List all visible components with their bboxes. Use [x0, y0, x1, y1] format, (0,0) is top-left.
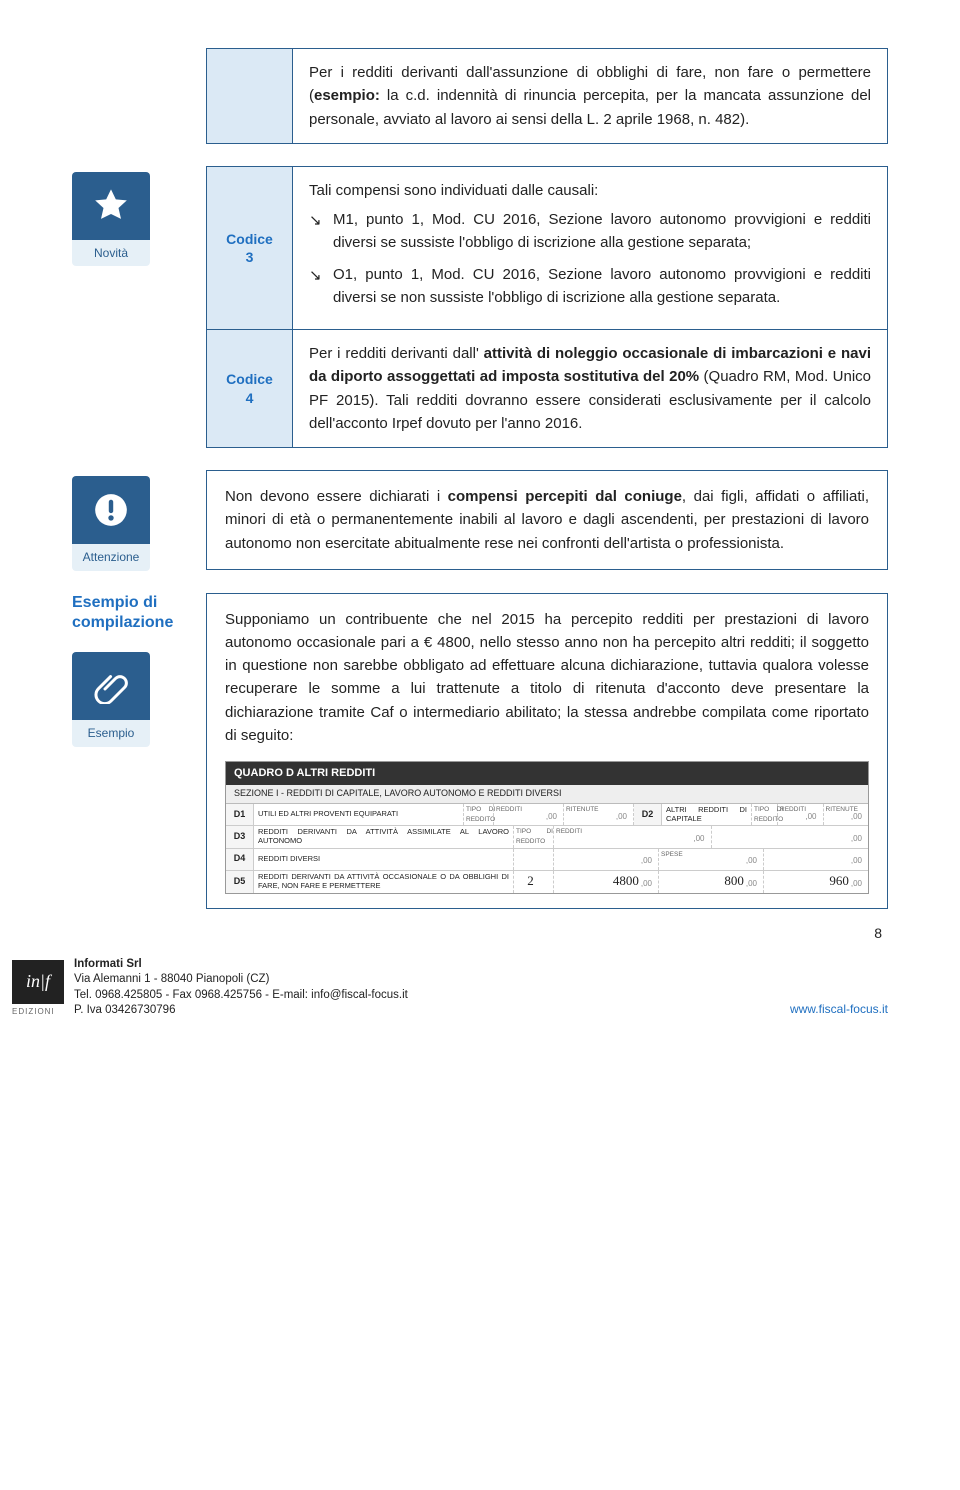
codice3-b1: M1, punto 1, Mod. CU 2016, Sezione lavor… — [333, 208, 871, 255]
novita-badge: Novità — [72, 172, 150, 267]
form-d2-code: D2 — [634, 804, 662, 825]
form-d3-tipo: TIPO DI REDDITO — [514, 826, 554, 847]
attenzione-label: Attenzione — [72, 544, 150, 571]
esempio-text: Supponiamo un contribuente che nel 2015 … — [225, 608, 869, 748]
table-row: Codice 3 Tali compensi sono individuati d… — [207, 167, 887, 329]
codice3-body: Tali compensi sono individuati dalle cau… — [293, 167, 887, 329]
codice3-b2: O1, punto 1, Mod. CU 2016, Sezione lavor… — [333, 263, 871, 310]
esempio-badge: Esempio — [72, 652, 150, 747]
list-item: ↘ M1, punto 1, Mod. CU 2016, Sezione lav… — [309, 208, 871, 255]
footer-site-link[interactable]: www.fiscal-focus.it — [790, 1002, 888, 1016]
page-number: 8 — [874, 923, 882, 945]
form-d1-desc: UTILI ED ALTRI PROVENTI EQUIPARATI — [254, 804, 464, 825]
form-d4-desc: REDDITI DIVERSI — [254, 849, 514, 870]
codice4-pre: Per i redditi derivanti dall' — [309, 345, 484, 362]
codice4-l1: Codice — [226, 371, 273, 387]
codice3-l1: Codice — [226, 231, 273, 247]
form-title: QUADRO D ALTRI REDDITI — [226, 762, 868, 785]
footer-piva: P. Iva 03426730796 — [74, 1003, 408, 1019]
exclamation-icon — [72, 476, 150, 544]
arrow-icon: ↘ — [309, 264, 323, 310]
logo-block: in|f EDIZIONI — [12, 960, 64, 1018]
codice4-body: Per i redditi derivanti dall' attività d… — [293, 330, 887, 447]
star-icon — [72, 172, 150, 240]
form-d4-tipo — [514, 849, 554, 870]
page-footer: in|f EDIZIONI Informati Srl Via Alemanni… — [0, 949, 960, 1031]
attenzione-strong: compensi percepiti dal coniuge — [448, 488, 682, 505]
form-d5-redditi: 4800,00 — [554, 871, 659, 893]
form-row-d1d2: D1 UTILI ED ALTRI PROVENTI EQUIPARATI TI… — [226, 804, 868, 826]
attenzione-pre: Non devono essere dichiarati i — [225, 488, 448, 505]
form-row-d5: D5 REDDITI DERIVANTI DA ATTIVITÀ OCCASIO… — [226, 871, 868, 893]
form-d1-redditi: REDDITI,00 — [494, 804, 564, 825]
box-top: Per i redditi derivanti dall'assunzione … — [293, 49, 887, 143]
form-d5-tipo: 2 — [514, 871, 554, 893]
footer-address: Informati Srl Via Alemanni 1 - 88040 Pia… — [74, 957, 408, 1019]
table-head-spacer — [207, 49, 293, 143]
esempio-heading: Esempio di compilazione — [72, 593, 192, 635]
esempio-label: Esempio — [72, 720, 150, 747]
footer-street: Via Alemanni 1 - 88040 Pianopoli (CZ) — [74, 972, 408, 988]
form-d2-tipo: TIPO DI REDDITO — [752, 804, 778, 825]
paperclip-icon — [72, 652, 150, 720]
form-d2-desc: ALTRI REDDITI DI CAPITALE — [662, 804, 752, 825]
logo-icon: in|f — [12, 960, 64, 1004]
footer-site: www.fiscal-focus.it — [790, 1000, 888, 1019]
form-d3-redditi: REDDITI,00 — [554, 826, 712, 847]
codice4-l2: 4 — [246, 390, 254, 406]
form-d5-desc: REDDITI DERIVANTI DA ATTIVITÀ OCCASIONAL… — [254, 871, 514, 893]
codice-table: Codice 3 Tali compensi sono individuati d… — [206, 166, 888, 448]
form-d1-tipo: TIPO DI REDDITO — [464, 804, 494, 825]
form-row-d4: D4 REDDITI DIVERSI ,00 SPESE,00 ,00 — [226, 849, 868, 871]
edizioni-label: EDIZIONI — [12, 1006, 64, 1018]
list-item: ↘ O1, punto 1, Mod. CU 2016, Sezione lav… — [309, 263, 871, 310]
form-row-d3: D3 REDDITI DERIVANTI DA ATTIVITÀ ASSIMIL… — [226, 826, 868, 848]
footer-tel: Tel. 0968.425805 - Fax 0968.425756 - E-m… — [74, 988, 408, 1004]
form-d4-redditi: ,00 — [554, 849, 659, 870]
form-d4-spese: SPESE,00 — [659, 849, 764, 870]
form-d3-ritenute: ,00 — [712, 826, 869, 847]
box-top-strong: esempio: — [314, 87, 380, 104]
form-quadro-d: QUADRO D ALTRI REDDITI SEZIONE I - REDDI… — [225, 761, 869, 894]
footer-company: Informati Srl — [74, 957, 408, 973]
form-d4-code: D4 — [226, 849, 254, 870]
table-row: Codice 4 Per i redditi derivanti dall' at… — [207, 329, 887, 447]
codice3-head: Codice 3 — [207, 167, 293, 329]
form-d2-ritenute: RITENUTE,00 — [824, 804, 869, 825]
form-d1-code: D1 — [226, 804, 254, 825]
form-d2-redditi: REDDITI,00 — [778, 804, 824, 825]
form-d5-code: D5 — [226, 871, 254, 893]
form-d1-ritenute: RITENUTE,00 — [564, 804, 634, 825]
codice4-head: Codice 4 — [207, 330, 293, 447]
novita-label: Novità — [72, 240, 150, 267]
form-subtitle: SEZIONE I - REDDITI DI CAPITALE, LAVORO … — [226, 785, 868, 804]
attenzione-box: Non devono essere dichiarati i compensi … — [206, 470, 888, 570]
codice3-l2: 3 — [246, 249, 254, 265]
form-d3-desc: REDDITI DERIVANTI DA ATTIVITÀ ASSIMILATE… — [254, 826, 514, 847]
box-top-post: la c.d. indennità di rinuncia percepita,… — [309, 87, 871, 127]
attenzione-badge: Attenzione — [72, 476, 150, 571]
form-d5-ritenute: 960,00 — [764, 871, 868, 893]
form-d5-spese: 800,00 — [659, 871, 764, 893]
form-d4-ritenute: ,00 — [764, 849, 868, 870]
esempio-box: Supponiamo un contribuente che nel 2015 … — [206, 593, 888, 909]
form-d3-code: D3 — [226, 826, 254, 847]
arrow-icon: ↘ — [309, 209, 323, 255]
codice3-intro: Tali compensi sono individuati dalle cau… — [309, 179, 871, 202]
